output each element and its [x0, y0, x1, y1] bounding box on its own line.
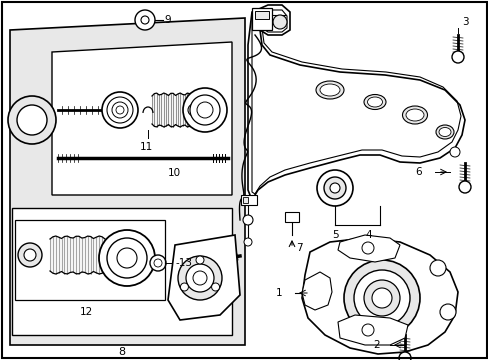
Circle shape — [361, 324, 373, 336]
Text: 1: 1 — [275, 288, 282, 298]
Bar — [285, 212, 298, 222]
Circle shape — [17, 105, 47, 135]
Circle shape — [141, 16, 149, 24]
Circle shape — [135, 10, 155, 30]
Circle shape — [429, 260, 445, 276]
Circle shape — [185, 264, 214, 292]
Bar — [254, 11, 268, 19]
Circle shape — [353, 270, 409, 326]
Circle shape — [116, 106, 124, 114]
Circle shape — [107, 238, 147, 278]
Ellipse shape — [435, 125, 453, 139]
Polygon shape — [302, 272, 331, 310]
Polygon shape — [337, 235, 399, 262]
Bar — [251, 8, 271, 30]
Circle shape — [439, 304, 455, 320]
Circle shape — [190, 95, 220, 125]
Circle shape — [150, 255, 165, 271]
Circle shape — [343, 260, 419, 336]
Circle shape — [117, 248, 137, 268]
Polygon shape — [12, 208, 231, 335]
Text: 4: 4 — [364, 230, 371, 240]
Circle shape — [244, 238, 251, 246]
Bar — [241, 195, 257, 205]
Circle shape — [107, 97, 133, 123]
Circle shape — [272, 15, 286, 29]
Bar — [243, 197, 247, 203]
Ellipse shape — [363, 95, 385, 109]
Polygon shape — [247, 5, 464, 200]
Circle shape — [154, 259, 162, 267]
Circle shape — [458, 181, 470, 193]
Text: 5: 5 — [331, 230, 338, 240]
Circle shape — [99, 230, 155, 286]
Circle shape — [187, 104, 200, 116]
Text: 6: 6 — [414, 167, 421, 177]
Circle shape — [449, 147, 459, 157]
Circle shape — [324, 177, 346, 199]
Circle shape — [24, 249, 36, 261]
Polygon shape — [302, 238, 457, 354]
Circle shape — [112, 102, 128, 118]
Ellipse shape — [438, 127, 450, 136]
Circle shape — [211, 283, 219, 291]
Text: 12: 12 — [80, 307, 93, 317]
Circle shape — [18, 243, 42, 267]
Text: 8: 8 — [118, 347, 125, 357]
Circle shape — [243, 215, 252, 225]
Polygon shape — [337, 315, 407, 345]
Circle shape — [398, 352, 410, 360]
Circle shape — [178, 256, 222, 300]
Ellipse shape — [315, 81, 343, 99]
Ellipse shape — [405, 109, 423, 121]
Circle shape — [196, 256, 203, 264]
Text: 2: 2 — [373, 340, 379, 350]
Circle shape — [329, 183, 339, 193]
Circle shape — [183, 88, 226, 132]
Text: 11: 11 — [140, 142, 153, 152]
Circle shape — [361, 242, 373, 254]
Text: -13: -13 — [175, 258, 192, 268]
Text: 7: 7 — [295, 243, 302, 253]
Polygon shape — [168, 235, 240, 320]
Circle shape — [363, 280, 399, 316]
Circle shape — [180, 283, 188, 291]
Polygon shape — [52, 42, 231, 195]
Circle shape — [8, 96, 56, 144]
Text: 10: 10 — [168, 168, 181, 178]
Circle shape — [193, 271, 206, 285]
Circle shape — [316, 170, 352, 206]
Circle shape — [451, 51, 463, 63]
Text: 3: 3 — [461, 17, 468, 27]
Circle shape — [371, 288, 391, 308]
Ellipse shape — [367, 97, 382, 107]
Circle shape — [197, 102, 213, 118]
Ellipse shape — [402, 106, 427, 124]
Circle shape — [102, 92, 138, 128]
Text: 9: 9 — [163, 15, 170, 25]
Ellipse shape — [319, 84, 339, 96]
Polygon shape — [10, 18, 244, 345]
